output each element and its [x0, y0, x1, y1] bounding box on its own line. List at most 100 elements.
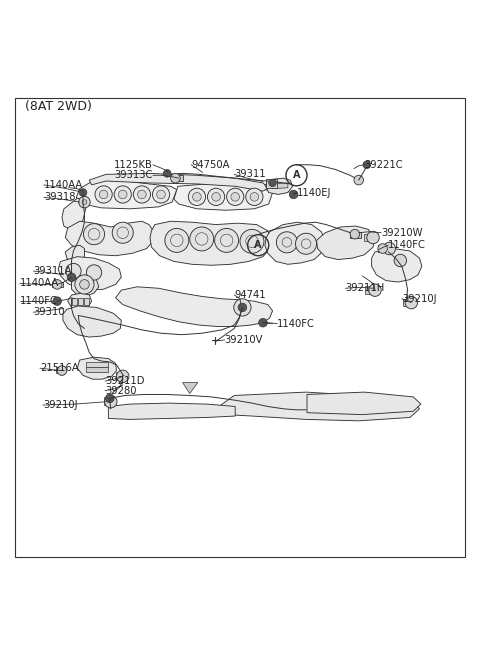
- Text: A: A: [254, 240, 262, 250]
- Polygon shape: [56, 367, 62, 373]
- Circle shape: [75, 275, 94, 294]
- Text: 1140FC: 1140FC: [388, 240, 426, 250]
- Circle shape: [106, 394, 114, 403]
- Text: 39311: 39311: [234, 170, 266, 179]
- Polygon shape: [403, 299, 410, 307]
- Text: 39311A: 39311A: [33, 266, 72, 276]
- Circle shape: [238, 303, 247, 312]
- Circle shape: [192, 193, 201, 201]
- Text: 1140AA: 1140AA: [20, 278, 59, 288]
- Polygon shape: [273, 183, 288, 189]
- Circle shape: [363, 161, 371, 168]
- Polygon shape: [72, 275, 99, 297]
- Text: 39210J: 39210J: [43, 400, 77, 410]
- Text: 39221C: 39221C: [364, 160, 403, 170]
- Circle shape: [52, 280, 62, 290]
- Polygon shape: [116, 287, 273, 327]
- Polygon shape: [63, 306, 121, 337]
- Polygon shape: [52, 282, 63, 288]
- Text: A: A: [293, 170, 300, 180]
- Polygon shape: [317, 226, 375, 259]
- Text: (8AT 2WD): (8AT 2WD): [24, 100, 92, 113]
- Circle shape: [99, 190, 108, 198]
- Circle shape: [207, 188, 225, 206]
- Polygon shape: [381, 245, 388, 252]
- Circle shape: [190, 227, 214, 251]
- Circle shape: [79, 196, 90, 208]
- Circle shape: [117, 370, 129, 383]
- Polygon shape: [86, 362, 108, 367]
- Text: 21516A: 21516A: [40, 363, 79, 373]
- Polygon shape: [350, 232, 360, 238]
- Polygon shape: [365, 286, 373, 294]
- Circle shape: [84, 223, 105, 245]
- Circle shape: [234, 299, 251, 316]
- Polygon shape: [209, 392, 420, 421]
- Circle shape: [138, 190, 146, 198]
- Circle shape: [67, 273, 76, 282]
- Circle shape: [163, 170, 171, 178]
- Polygon shape: [84, 298, 89, 305]
- Circle shape: [405, 297, 418, 309]
- Text: 39210W: 39210W: [381, 228, 423, 238]
- Circle shape: [53, 297, 61, 305]
- Text: 1140FC: 1140FC: [277, 319, 315, 329]
- Text: 39318: 39318: [44, 193, 75, 202]
- Polygon shape: [86, 367, 108, 371]
- Polygon shape: [65, 245, 84, 261]
- Circle shape: [369, 284, 381, 297]
- Circle shape: [394, 254, 407, 267]
- Polygon shape: [77, 357, 117, 379]
- Circle shape: [133, 186, 151, 203]
- Circle shape: [66, 263, 81, 278]
- Polygon shape: [65, 221, 154, 255]
- Polygon shape: [68, 293, 92, 309]
- Circle shape: [269, 179, 276, 187]
- Polygon shape: [150, 221, 271, 265]
- Polygon shape: [58, 257, 121, 290]
- Circle shape: [296, 233, 317, 254]
- Polygon shape: [372, 248, 422, 282]
- Circle shape: [80, 280, 89, 290]
- Text: 39210J: 39210J: [402, 294, 436, 304]
- Circle shape: [215, 229, 239, 252]
- Circle shape: [354, 176, 363, 185]
- Circle shape: [188, 188, 205, 206]
- Circle shape: [240, 229, 264, 253]
- Circle shape: [165, 229, 189, 252]
- Circle shape: [246, 188, 263, 206]
- Polygon shape: [307, 392, 421, 415]
- Text: 39210V: 39210V: [225, 335, 263, 345]
- Polygon shape: [62, 198, 86, 229]
- Polygon shape: [265, 178, 293, 195]
- Circle shape: [367, 231, 379, 244]
- Circle shape: [383, 242, 396, 255]
- Circle shape: [289, 190, 298, 198]
- Polygon shape: [182, 383, 198, 394]
- Polygon shape: [76, 180, 177, 209]
- Polygon shape: [364, 234, 372, 241]
- Polygon shape: [116, 373, 125, 380]
- Polygon shape: [265, 222, 325, 265]
- Text: 39280: 39280: [105, 386, 136, 396]
- Circle shape: [114, 186, 132, 203]
- Circle shape: [57, 365, 67, 375]
- Text: 1140FC: 1140FC: [20, 296, 58, 306]
- Circle shape: [157, 190, 165, 198]
- Circle shape: [79, 189, 87, 196]
- Polygon shape: [89, 174, 269, 191]
- Text: 1140EJ: 1140EJ: [297, 187, 331, 198]
- Polygon shape: [171, 176, 182, 181]
- Circle shape: [105, 396, 117, 408]
- Polygon shape: [266, 179, 277, 188]
- Text: 39310: 39310: [33, 307, 65, 317]
- Circle shape: [276, 232, 298, 253]
- Circle shape: [350, 229, 360, 239]
- Text: 39313C: 39313C: [115, 170, 153, 180]
- Circle shape: [153, 186, 169, 203]
- Polygon shape: [78, 298, 83, 305]
- Polygon shape: [174, 184, 273, 210]
- Polygon shape: [392, 257, 399, 265]
- Circle shape: [259, 318, 267, 327]
- Text: 39211D: 39211D: [105, 376, 144, 386]
